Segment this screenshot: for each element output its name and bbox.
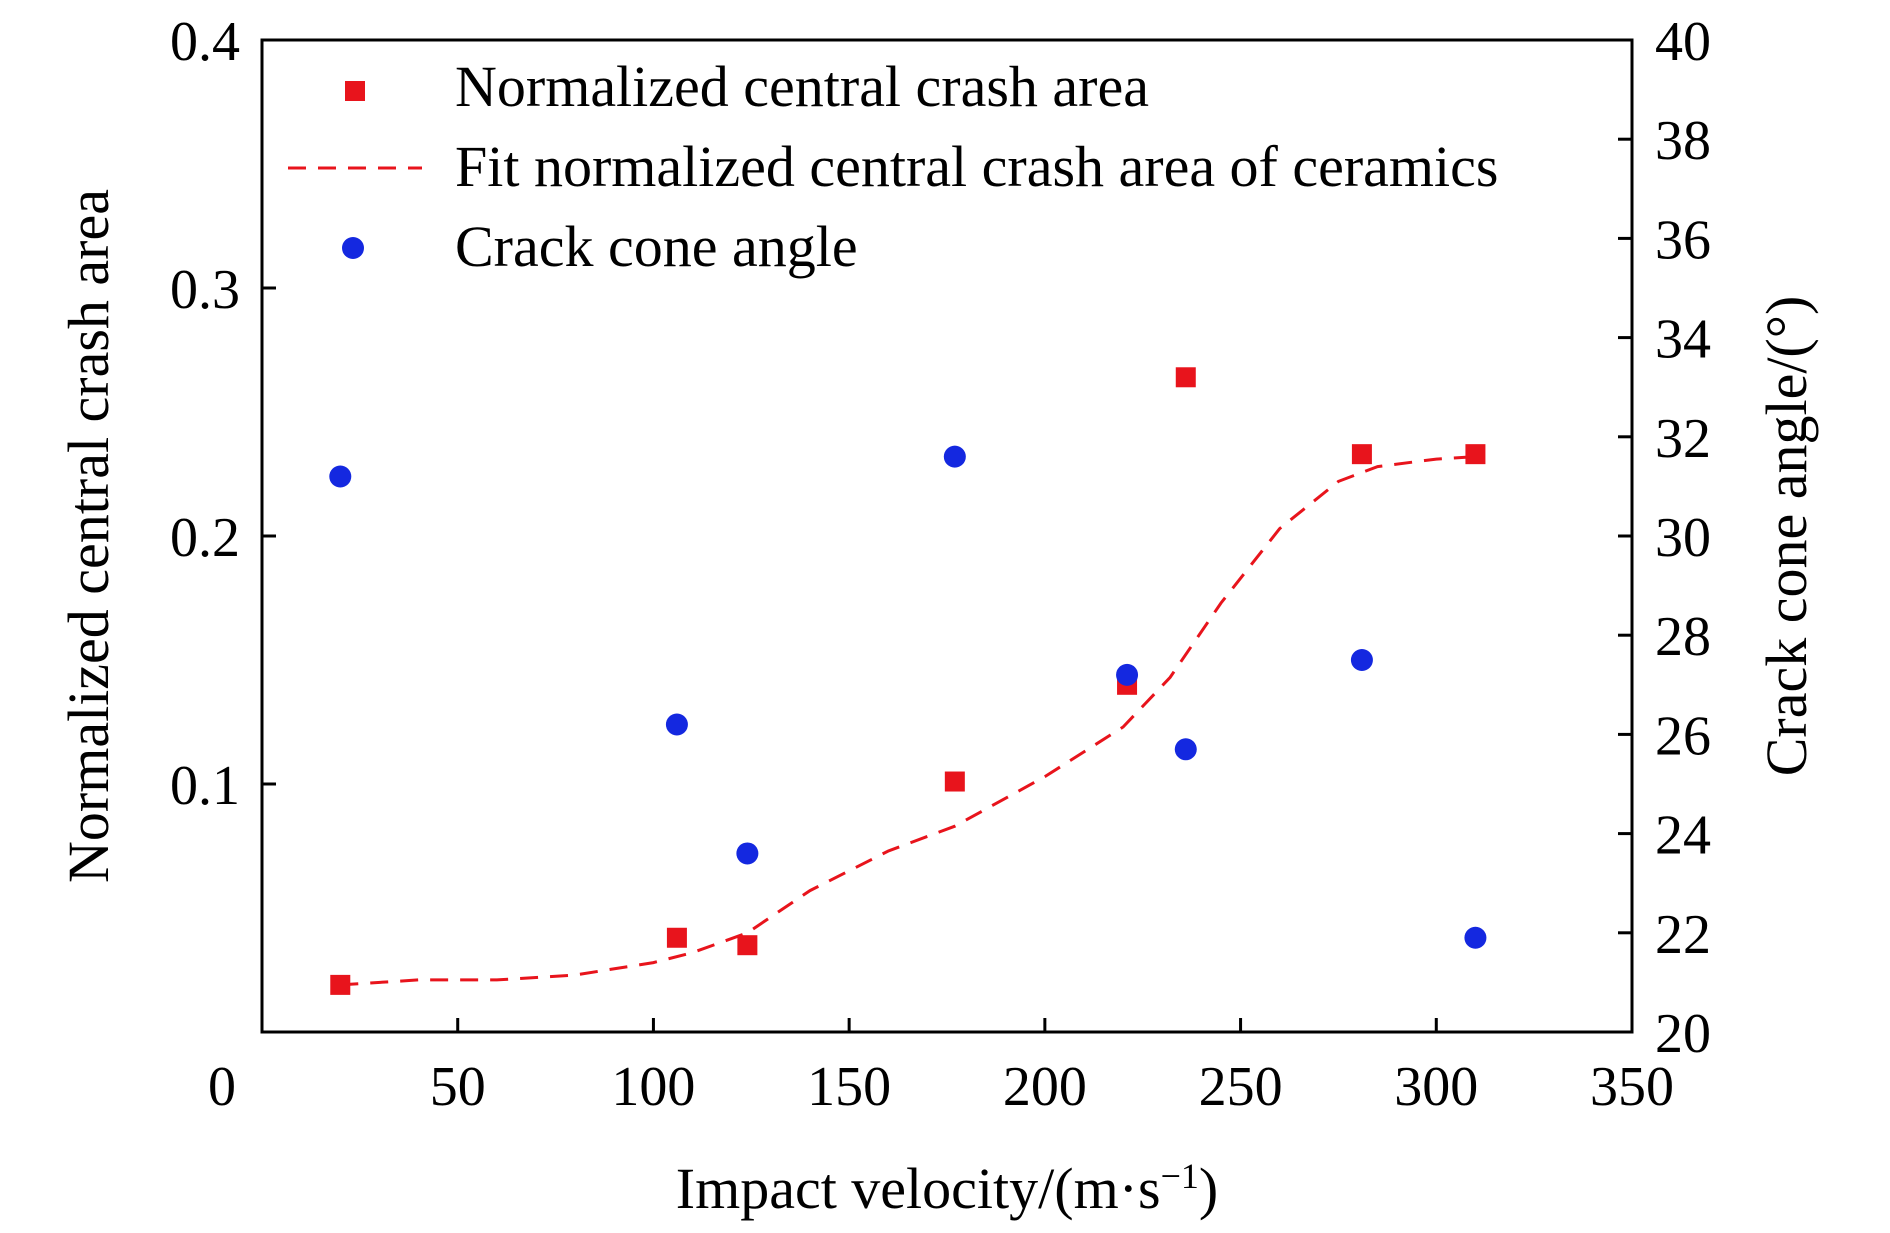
x-tick-label: 50 [430,1056,486,1118]
cone-angle-point [329,465,352,488]
legend-label-fit: Fit normalized central crash area of cer… [455,134,1498,199]
cone-angle-point [736,842,759,865]
cone-angle-point [1174,738,1197,761]
y-right-tick-label: 38 [1655,110,1711,172]
x-axis-label-superscript: −1 [1161,1156,1199,1196]
y-left-tick-label: 0.2 [170,507,240,569]
fit-curve [340,455,1476,987]
crash-area-point [330,974,351,995]
legend: Normalized central crash area Fit normal… [288,54,1498,279]
x-tick-label: 250 [1199,1056,1283,1118]
y-right-tick-label: 28 [1655,606,1711,668]
legend-label-crash-area: Normalized central crash area [455,54,1149,119]
y-right-tick-label: 26 [1655,705,1711,767]
y-axis-right-label: Crack cone angle/(°) [1754,296,1819,777]
cone-angle-point [665,713,688,736]
cone-angle-point [943,445,966,468]
x-tick-label: 0 [208,1056,236,1118]
legend-label-cone-angle: Crack cone angle [455,214,858,279]
y-right-tick-label: 34 [1655,309,1711,371]
y-left-tick-label: 0.3 [170,259,240,321]
crash-area-point [1351,444,1372,465]
y-right-tick-label: 22 [1655,904,1711,966]
x-tick-label: 350 [1590,1056,1674,1118]
x-axis: 0 50 100 150 200 250 300 350 [208,1018,1674,1118]
crash-area-point [944,771,965,792]
crash-area-point [1465,444,1486,465]
y-axis-left: 0.1 0.2 0.3 0.4 [170,11,276,817]
y-right-tick-label: 20 [1655,1003,1711,1065]
y-right-tick-label: 30 [1655,507,1711,569]
x-tick-label: 200 [1003,1056,1087,1118]
y-right-tick-label: 24 [1655,805,1711,867]
x-tick-label: 150 [807,1056,891,1118]
cone-angle-point [1464,926,1487,949]
y-left-tick-label: 0.4 [170,11,240,73]
y-right-tick-label: 40 [1655,11,1711,73]
y-axis-right: 20 22 24 26 28 30 32 34 36 38 40 [1618,11,1711,1065]
x-tick-label: 100 [611,1056,695,1118]
y-left-tick-label: 0.1 [170,755,240,817]
x-axis-label: Impact velocity/(m·s−1) [676,1156,1218,1221]
crash-area-point [666,927,687,948]
legend-marker-circle [342,237,364,259]
cone-angle-point [1350,649,1373,671]
y-right-tick-label: 32 [1655,408,1711,470]
y-right-tick-label: 36 [1655,209,1711,271]
plot-area [329,367,1487,995]
crash-area-point [737,935,758,956]
x-tick-label: 300 [1394,1056,1478,1118]
crash-area-point [1175,367,1196,388]
y-axis-left-label: Normalized central crash area [56,189,121,883]
legend-marker-square [345,81,365,101]
cone-angle-point [1116,663,1139,686]
